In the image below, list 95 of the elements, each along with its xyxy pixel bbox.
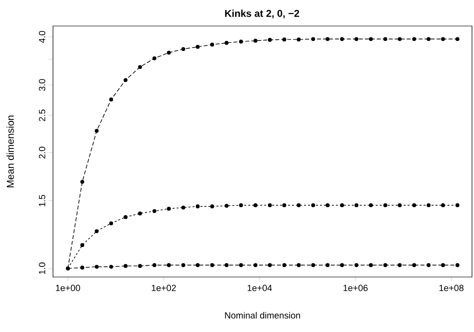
point — [456, 203, 460, 208]
point — [282, 263, 286, 268]
y-tick-label: 1.0 — [38, 262, 46, 274]
point — [398, 263, 402, 268]
y-axis-title: Mean dimension — [6, 116, 14, 188]
point — [426, 263, 431, 268]
point — [109, 264, 114, 269]
point — [296, 203, 301, 208]
point — [368, 203, 373, 208]
point — [181, 206, 186, 210]
point — [340, 37, 344, 41]
point — [354, 203, 358, 208]
point — [311, 263, 316, 268]
y-tick-label: 4.0 — [38, 31, 46, 43]
point — [94, 229, 99, 234]
point — [138, 65, 142, 69]
point — [80, 180, 84, 184]
point — [412, 263, 416, 268]
y-tick-label: 2.5 — [38, 110, 46, 122]
point — [109, 221, 114, 226]
point — [412, 37, 416, 41]
point — [124, 78, 128, 82]
point — [181, 263, 186, 268]
point — [282, 203, 286, 208]
point — [326, 203, 330, 208]
point — [210, 204, 214, 208]
chart-title: Kinks at 2, 0, −2 — [225, 10, 300, 18]
point — [340, 263, 344, 268]
point — [224, 263, 229, 268]
x-tick-label: 1e+02 — [152, 284, 176, 292]
point — [268, 263, 272, 268]
point — [368, 263, 373, 268]
point — [253, 263, 258, 268]
point — [340, 203, 344, 208]
y-tick-label: 2.0 — [38, 146, 46, 158]
point — [412, 203, 416, 208]
point — [253, 203, 258, 208]
point — [166, 206, 171, 211]
point — [196, 263, 200, 268]
x-axis-title: Nominal dimension — [225, 312, 300, 319]
point — [368, 37, 373, 41]
point — [109, 98, 114, 102]
point — [152, 56, 156, 60]
point — [456, 37, 460, 41]
point — [152, 209, 156, 213]
point — [94, 264, 99, 269]
point — [239, 203, 243, 208]
point — [383, 203, 388, 208]
point — [152, 263, 156, 268]
point — [253, 38, 258, 43]
point — [383, 263, 388, 268]
point — [94, 128, 99, 133]
point — [326, 263, 330, 268]
point — [210, 42, 214, 47]
point — [196, 44, 200, 49]
point — [268, 38, 272, 42]
point — [282, 38, 286, 42]
point — [383, 37, 388, 41]
point — [138, 211, 142, 216]
point — [210, 263, 214, 268]
y-tick-label: 3.0 — [38, 79, 46, 91]
point — [268, 203, 272, 208]
point — [456, 263, 460, 268]
point — [354, 263, 358, 268]
point — [398, 37, 402, 41]
point — [80, 243, 84, 248]
point — [181, 47, 186, 51]
point — [441, 37, 445, 41]
point — [441, 263, 445, 268]
point — [239, 40, 243, 44]
x-tick-label: 1e+04 — [248, 284, 272, 292]
point — [124, 264, 128, 268]
point — [426, 203, 431, 208]
point — [166, 263, 171, 268]
x-tick-label: 1e+06 — [344, 284, 368, 292]
point — [311, 37, 316, 41]
x-tick-label: 1e+08 — [439, 284, 464, 292]
point — [354, 37, 358, 41]
point — [224, 40, 229, 45]
point — [196, 204, 200, 208]
point — [441, 203, 445, 208]
point — [224, 204, 229, 208]
y-tick-label: 1.5 — [38, 194, 46, 206]
point — [80, 266, 84, 270]
point — [138, 264, 142, 268]
point — [398, 203, 402, 208]
point — [166, 50, 171, 55]
x-tick-label: 1e+00 — [56, 284, 80, 292]
point — [426, 37, 431, 41]
point — [239, 263, 243, 268]
point — [326, 37, 330, 41]
point — [311, 203, 316, 208]
point — [124, 215, 128, 220]
point — [296, 263, 301, 268]
point — [296, 38, 301, 42]
